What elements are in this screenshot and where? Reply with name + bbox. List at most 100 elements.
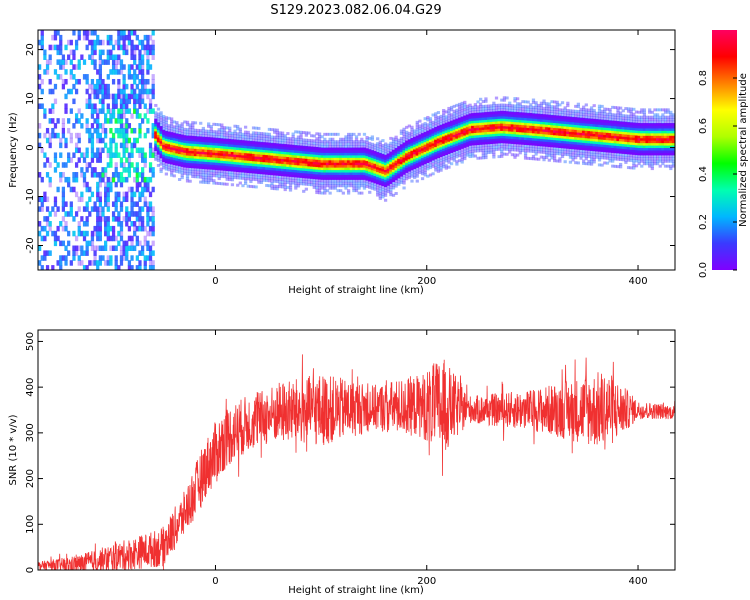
spectrogram-cell <box>143 34 147 41</box>
spectrogram-cell <box>534 113 538 117</box>
spectrogram-cell <box>96 127 100 134</box>
spectrogram-cell <box>299 172 303 176</box>
spectrogram-cell <box>114 59 118 65</box>
spectrogram-cell <box>545 151 549 155</box>
spectrogram-cell <box>212 130 216 134</box>
spectrogram-cell <box>508 143 512 147</box>
spectrogram-cell <box>262 144 266 148</box>
spectrogram-cell <box>362 157 367 161</box>
spectrogram-cell <box>104 118 108 124</box>
spectrogram-cell <box>492 104 496 108</box>
spectrogram-cell <box>265 164 269 168</box>
spectrogram-cell <box>629 139 633 143</box>
spectrogram-cell <box>151 265 155 270</box>
spectrogram-cell <box>452 124 456 128</box>
spectrogram-cell <box>566 150 570 154</box>
spectrogram-cell <box>167 160 171 164</box>
spectrogram-cell <box>526 105 530 109</box>
spectrogram-cell <box>402 144 406 148</box>
spectrogram-cell <box>420 128 425 132</box>
spectrogram-cell <box>40 88 44 95</box>
spectrogram-cell <box>523 122 528 126</box>
spectrogram-cell <box>489 119 493 122</box>
spectrogram-cell <box>122 132 126 139</box>
spectrogram-cell <box>236 124 240 128</box>
spectrogram-cell <box>122 196 126 203</box>
spectrogram-cell <box>188 165 192 169</box>
spectrogram-cell <box>537 118 541 122</box>
spectrogram-cell <box>127 93 132 100</box>
spectrogram-cell <box>148 34 153 41</box>
spectrogram-cell <box>209 154 213 158</box>
spectrogram-cell <box>373 175 377 179</box>
spectrogram-cell <box>613 118 617 122</box>
spectrogram-cell <box>302 170 306 174</box>
spectrogram-cell <box>191 148 195 152</box>
spectrogram-cell <box>236 144 240 148</box>
spectrogram-cell <box>508 128 512 132</box>
spectrogram-cell <box>428 126 433 130</box>
spectrogram-cell <box>619 155 623 159</box>
spectrogram-cell <box>455 147 459 151</box>
spectrogram-cell <box>249 175 253 179</box>
spectrogram-cell <box>431 135 435 139</box>
spectrogram-cell <box>634 152 639 156</box>
spectrogram-cell <box>376 159 380 163</box>
spectrogram-cell <box>611 154 615 158</box>
spectrogram-cell <box>331 154 335 158</box>
spectrogram-cell <box>133 230 137 237</box>
spectrogram-cell <box>452 104 456 108</box>
spectrogram-cell <box>492 138 496 142</box>
spectrogram-cell <box>376 161 380 165</box>
spectrogram-cell <box>376 181 380 185</box>
spectrogram-cell <box>397 180 401 184</box>
spectrogram-cell <box>592 128 596 132</box>
spectrogram-cell <box>603 144 607 148</box>
spectrogram-cell <box>418 171 422 175</box>
spectrogram-cell <box>185 155 190 159</box>
spectrogram-cell <box>568 141 573 145</box>
spectrogram-cell <box>486 131 491 135</box>
spectrogram-cell <box>399 146 404 150</box>
spectrogram-cell <box>125 44 129 51</box>
spectrogram-cell <box>552 122 557 126</box>
spectrogram-cell <box>119 103 124 109</box>
spectrogram-cell <box>547 148 551 152</box>
spectrogram-cell <box>582 137 586 141</box>
spectrogram-cell <box>600 109 604 113</box>
spectrogram-cell <box>167 126 171 130</box>
spectrogram-cell <box>568 146 573 149</box>
spectrogram-cell <box>365 172 369 176</box>
spectrogram-cell <box>619 133 623 137</box>
spectrogram-cell <box>72 49 76 56</box>
spectrogram-cell <box>545 134 549 137</box>
spectrogram-cell <box>38 64 42 70</box>
spectrogram-cell <box>151 221 155 227</box>
spectrogram-cell <box>323 167 327 171</box>
spectrogram-cell <box>346 147 351 151</box>
spectrogram-cell <box>191 172 195 176</box>
spectrogram-cell <box>481 114 485 118</box>
spectrogram-cell <box>360 162 364 166</box>
spectrogram-cell <box>399 132 404 135</box>
spectrogram-cell <box>579 122 583 126</box>
spectrogram-cell <box>624 124 628 128</box>
spectrogram-cell <box>217 130 221 134</box>
spectrogram-cell <box>420 130 425 134</box>
spectrogram-cell <box>246 150 250 154</box>
spectrogram-cell <box>127 172 132 178</box>
spectrogram-cell <box>497 145 501 149</box>
spectrogram-cell <box>595 121 599 125</box>
spectrogram-cell <box>82 59 87 65</box>
spectrogram-cell <box>619 135 623 139</box>
spectrogram-cell <box>257 144 261 148</box>
spectrogram-cell <box>560 101 565 105</box>
spectrogram-cell <box>125 216 129 222</box>
spectrogram-cell <box>154 148 158 151</box>
spectrogram-cell <box>220 182 224 186</box>
spectrogram-cell <box>597 116 602 120</box>
spectrogram-cell <box>592 123 596 127</box>
spectrogram-cell <box>315 159 319 163</box>
spectrogram-cell <box>589 128 594 132</box>
spectrogram-cell <box>595 153 599 157</box>
